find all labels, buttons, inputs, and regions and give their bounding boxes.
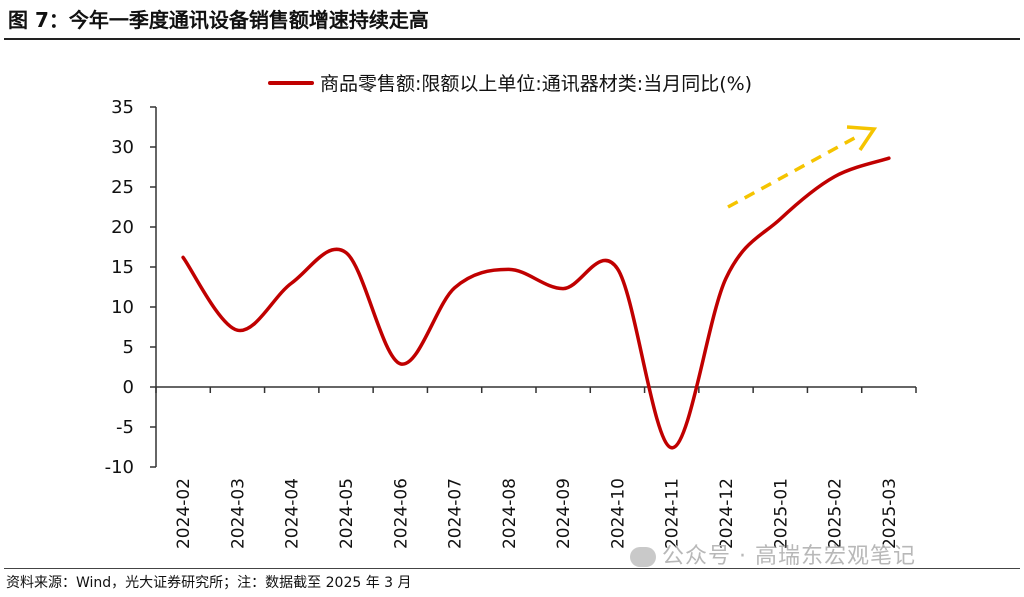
data-point (670, 446, 674, 450)
x-axis: 2024-02 2024-03 2024-04 2024-05 2024-06 2024-… (155, 386, 917, 549)
x-tick-label: 2025-01 (771, 478, 791, 549)
chart-legend: 商品零售额:限额以上单位:通讯器材类:当月同比(%) (268, 73, 752, 95)
source-rule (4, 568, 1020, 569)
y-tick-label: 30 (111, 137, 134, 158)
x-tick-label: 2024-09 (554, 478, 574, 549)
x-tick-label: 2024-04 (283, 478, 303, 549)
x-tick-label: 2024-10 (608, 478, 628, 549)
trend-arrow-head (846, 125, 878, 151)
data-point (235, 328, 239, 332)
x-tick-label: 2024-08 (500, 478, 520, 549)
y-tick-label: 10 (111, 297, 134, 318)
watermark-text: 公众号 · 高瑞东宏观笔记 (662, 544, 916, 569)
x-tick-label: 2025-03 (880, 478, 900, 549)
y-axis: 35 30 25 20 15 10 5 0 -5 -10 (105, 97, 157, 478)
data-points (181, 156, 891, 450)
x-tick-label: 2024-03 (228, 478, 248, 549)
wechat-icon (630, 547, 656, 567)
series-line (181, 156, 891, 450)
y-tick-label: 25 (111, 177, 134, 198)
source-note: 资料来源：Wind，光大证券研究所；注：数据截至 2025 年 3 月 (6, 575, 412, 591)
data-point (615, 267, 619, 271)
y-tick-label: 5 (123, 337, 134, 358)
x-tick-label: 2024-02 (174, 478, 194, 549)
y-tick-label: -5 (116, 417, 134, 438)
figure-title: 图 7：今年一季度通讯设备销售额增速持续走高 (8, 8, 429, 32)
y-tick-label: 20 (111, 217, 134, 238)
x-tick-label: 2024-06 (391, 478, 411, 549)
data-point (833, 175, 837, 179)
x-tick-label: 2024-12 (717, 478, 737, 549)
x-tick-label: 2025-02 (826, 478, 846, 549)
x-tick-label: 2024-11 (663, 478, 683, 549)
y-tick-label: 15 (111, 257, 134, 278)
y-tick-label: -10 (105, 457, 134, 478)
data-point (778, 217, 782, 221)
data-point (398, 362, 402, 366)
title-rule (4, 38, 1020, 40)
line-chart: 商品零售额:限额以上单位:通讯器材类:当月同比(%) 35 30 25 20 15 10 5… (105, 73, 917, 549)
data-point (887, 156, 891, 160)
y-tick-label: 0 (123, 377, 134, 398)
data-point (290, 281, 294, 285)
x-tick-label: 2024-05 (337, 478, 357, 549)
legend-label: 商品零售额:限额以上单位:通讯器材类:当月同比(%) (320, 73, 752, 95)
data-point (453, 286, 457, 290)
trend-arrow-shaft (727, 133, 861, 209)
watermark: 公众号 · 高瑞东宏观笔记 (630, 538, 916, 570)
x-tick-label: 2024-07 (446, 478, 466, 549)
data-point (344, 251, 348, 255)
y-tick-label: 35 (111, 97, 134, 118)
data-point (561, 287, 565, 291)
trend-arrow (727, 125, 878, 209)
data-point (724, 276, 728, 280)
data-point (507, 267, 511, 271)
data-point (181, 255, 185, 259)
